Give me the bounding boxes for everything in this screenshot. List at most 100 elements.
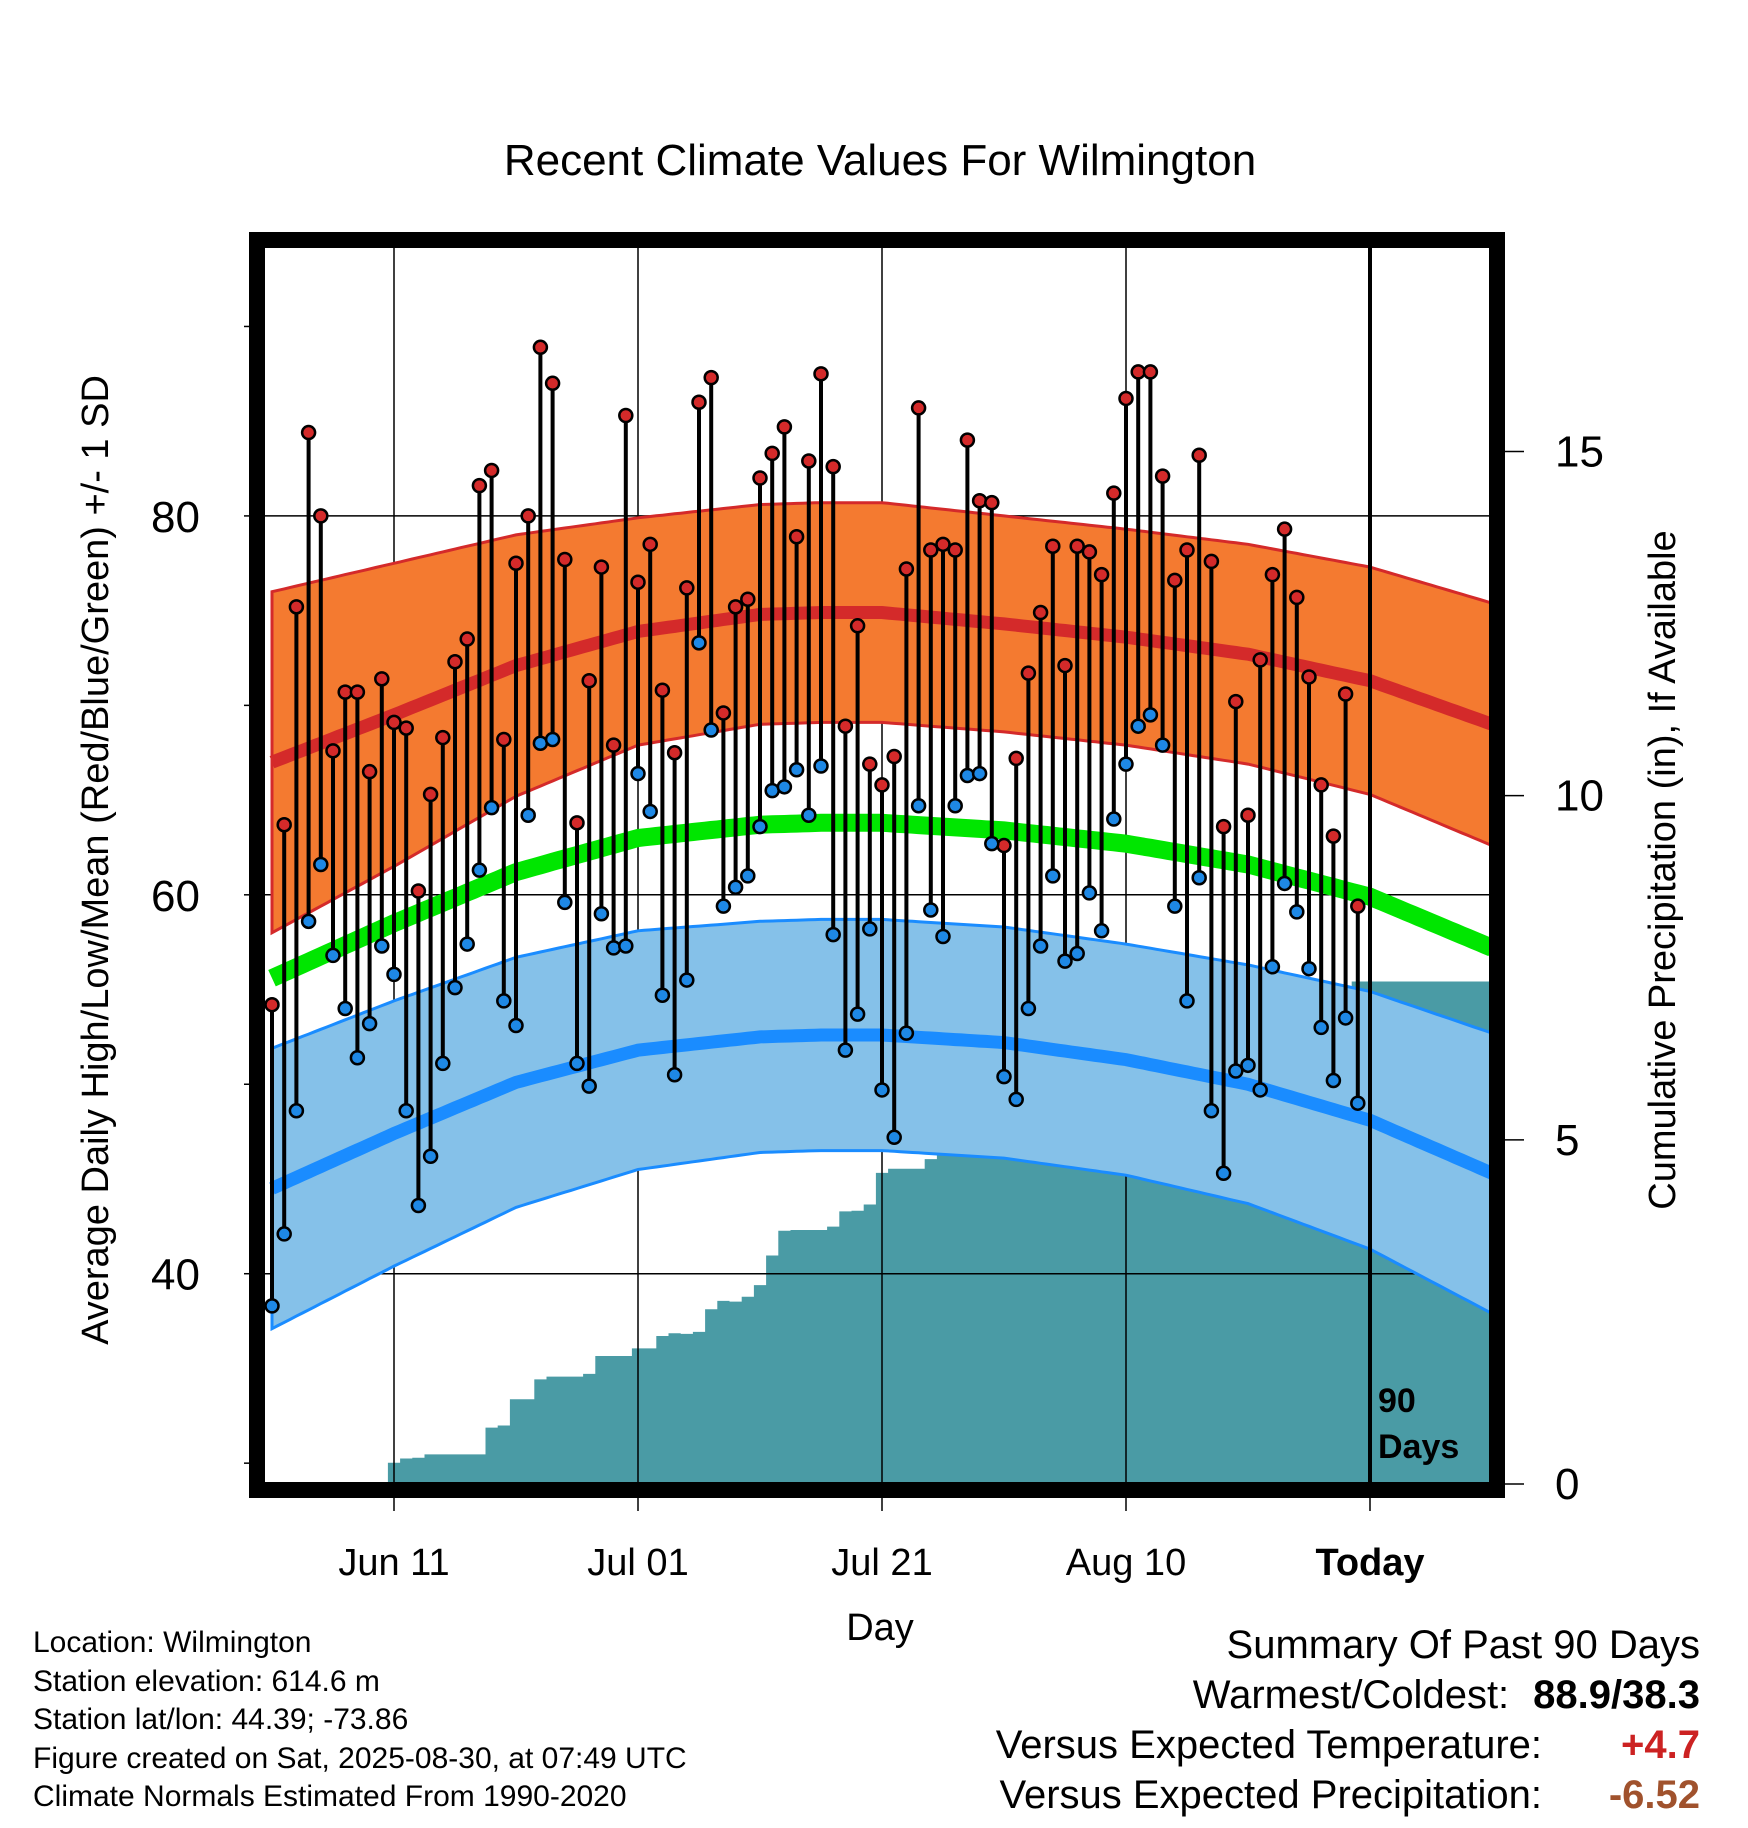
daily-high-point [764, 445, 780, 462]
daily-high-point [630, 574, 646, 590]
daily-low-point [483, 799, 500, 816]
daily-high-point [325, 743, 341, 759]
daily-low-point [1325, 1072, 1342, 1089]
chart-title: Recent Climate Values For Wilmington [504, 136, 1256, 185]
daily-low-point [1069, 945, 1085, 962]
daily-low-point [288, 1103, 305, 1119]
daily-high-point [300, 424, 317, 441]
summary-panel: Summary Of Past 90 Days Warmest/Coldest:… [996, 1620, 1700, 1820]
daily-high-point [825, 458, 841, 475]
created-text: Figure created on Sat, 2025-08-30, at 07… [33, 1741, 687, 1775]
daily-low-point [1057, 953, 1073, 969]
daily-low-point [703, 722, 719, 738]
daily-high-point [691, 394, 707, 410]
y2-tick-label: 10 [1555, 772, 1604, 821]
daily-high-point [801, 453, 817, 469]
daily-low-point [1142, 707, 1159, 723]
daily-low-point [447, 979, 463, 996]
daily-low-point [752, 818, 768, 835]
daily-high-point [1154, 468, 1171, 484]
daily-low-point [1154, 737, 1171, 753]
daily-low-point [849, 1006, 866, 1022]
daily-high-point [569, 815, 585, 831]
daily-low-point [1264, 959, 1281, 975]
daily-high-point [727, 599, 744, 615]
normal-high-line [269, 606, 1490, 769]
daily-low-point [740, 868, 756, 884]
daily-low-point [1313, 1019, 1329, 1036]
daily-low-point [1215, 1165, 1232, 1182]
daily-low-point [1301, 960, 1317, 977]
temp-value: +4.7 [1621, 1723, 1700, 1767]
daily-high-point [679, 580, 695, 596]
daily-high-point [1325, 828, 1342, 844]
warm-cold-row: Warmest/Coldest: 88.9/38.3 [996, 1670, 1700, 1720]
warm-cold-label: Warmest/Coldest: [1192, 1673, 1510, 1717]
daily-high-point [483, 462, 500, 479]
daily-high-point [386, 714, 402, 731]
daily-high-point [459, 631, 475, 647]
daily-high-point [752, 470, 768, 486]
daily-low-point [1228, 1063, 1244, 1079]
daily-high-point [1350, 898, 1366, 914]
daily-low-point [1008, 1091, 1024, 1108]
daily-low-point [898, 1025, 915, 1041]
daily-low-point [313, 856, 329, 873]
y2-tick-label: 0 [1555, 1460, 1579, 1509]
daily-low-point [276, 1226, 292, 1242]
station-info: Location: Wilmington Station elevation: … [33, 1624, 687, 1817]
daily-high-point [1228, 693, 1244, 710]
daily-low-point [471, 862, 488, 878]
daily-low-point [1203, 1103, 1220, 1119]
daily-high-point [544, 375, 561, 392]
daily-low-point [337, 1000, 353, 1017]
daily-low-point [569, 1055, 585, 1072]
daily-high-point [776, 419, 793, 435]
daily-high-point [1142, 364, 1159, 380]
daily-high-point [642, 536, 658, 553]
daily-low-point [813, 758, 829, 774]
daily-low-point [776, 779, 793, 795]
daily-low-point [715, 898, 732, 914]
precip-row: Versus Expected Precipitation: -6.52 [996, 1770, 1700, 1820]
daily-low-point [910, 798, 927, 814]
daily-high-point [1032, 604, 1049, 621]
daily-high-point [1289, 589, 1305, 606]
daily-low-point [1045, 868, 1061, 884]
daily-low-point [837, 1042, 854, 1058]
daily-low-point [325, 947, 341, 964]
daily-high-point [374, 671, 390, 687]
daily-high-point [605, 737, 622, 753]
daily-high-point [959, 432, 976, 448]
daily-high-point [1264, 566, 1281, 583]
daily-high-point [788, 529, 805, 545]
daily-high-point [984, 494, 1000, 511]
daily-high-point [740, 591, 756, 608]
y2-tick-label: 5 [1555, 1116, 1579, 1165]
daily-high-point [1252, 652, 1268, 668]
daily-high-point [288, 599, 305, 615]
daily-low-point [801, 807, 817, 823]
daily-low-point [593, 906, 610, 922]
daily-high-point [349, 684, 366, 700]
daily-low-point [618, 938, 634, 954]
latlon-text: Station lat/lon: 44.39; -73.86 [33, 1703, 409, 1736]
daily-low-point [1276, 875, 1293, 892]
daily-high-point [862, 756, 878, 772]
daily-low-point [862, 921, 878, 937]
y2-tick-label: 15 [1555, 428, 1604, 477]
x-tick-label: Today [1315, 1542, 1424, 1584]
daily-low-point [947, 798, 963, 814]
daily-high-point [1069, 538, 1085, 554]
daily-high-point [1118, 390, 1134, 407]
daily-high-point [422, 786, 439, 803]
daily-low-point [581, 1078, 597, 1094]
daily-low-point [971, 765, 988, 782]
plot-area: 90 Days 40 60 80 0 5 10 15 Jun 11 Jul 01 Jul 21 Aug … [151, 232, 1604, 1584]
daily-low-point [605, 940, 622, 956]
daily-high-point [264, 996, 280, 1013]
daily-low-point [996, 1068, 1012, 1085]
daily-low-point [679, 972, 695, 988]
daily-low-point [374, 938, 390, 954]
daily-low-point [386, 966, 402, 983]
